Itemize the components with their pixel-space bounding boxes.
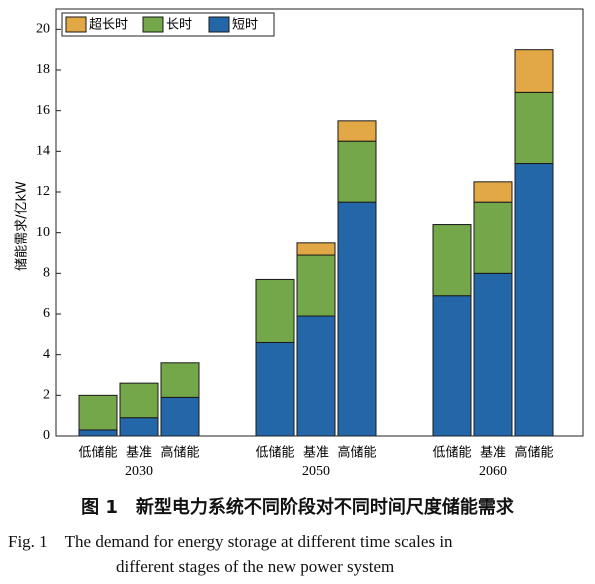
x-group-label: 2060 <box>479 464 507 479</box>
legend: 超长时 长时 短时 <box>61 12 275 37</box>
bar-segment <box>514 91 554 165</box>
x-group-label: 2050 <box>302 464 330 479</box>
y-tick-label: 20 <box>36 22 50 37</box>
bar-segment <box>119 382 159 419</box>
bar-segment <box>296 315 336 437</box>
legend-label: 短时 <box>232 18 258 33</box>
bar-segment <box>337 120 377 142</box>
y-axis: 0 2 4 6 8 10 12 14 16 18 20 <box>36 22 61 443</box>
bar-segment <box>514 163 554 437</box>
bars-layer <box>78 49 554 437</box>
bar-segment <box>160 362 200 398</box>
y-tick-label: 8 <box>43 266 50 281</box>
x-category-label: 基准 <box>480 446 506 461</box>
x-category-label: 低储能 <box>78 446 117 461</box>
bar-segment <box>255 341 295 437</box>
bar-segment <box>514 49 554 93</box>
bar-segment <box>473 272 513 437</box>
y-tick-label: 4 <box>43 347 50 362</box>
bar-segment <box>119 417 159 437</box>
bar-segment <box>296 254 336 317</box>
y-tick-label: 16 <box>36 103 50 118</box>
y-tick-label: 10 <box>36 225 50 240</box>
bar-segment <box>255 278 295 343</box>
legend-swatch <box>65 16 87 33</box>
x-category-label: 高储能 <box>337 445 376 461</box>
figure-caption-zh: 图 1 新型电力系统不同阶段对不同时间尺度储能需求 <box>81 497 514 518</box>
bar-segment <box>78 394 118 431</box>
x-group-label: 2030 <box>125 464 153 479</box>
figure-caption-en-line1: Fig. 1 The demand for energy storage at … <box>8 532 453 551</box>
y-tick-label: 18 <box>36 62 50 77</box>
legend-label: 超长时 <box>89 18 128 33</box>
x-category-label: 基准 <box>303 446 329 461</box>
bar-segment <box>78 429 118 437</box>
bar-segment <box>432 224 472 297</box>
y-tick-label: 6 <box>43 306 50 321</box>
legend-swatch <box>208 16 230 33</box>
figure-caption-en: Fig. 1 The demand for energy storage at … <box>8 529 588 579</box>
y-tick-label: 14 <box>36 144 50 159</box>
bar-segment <box>473 201 513 274</box>
x-category-label: 基准 <box>126 446 152 461</box>
y-tick-label: 0 <box>43 428 50 443</box>
bar-segment <box>337 140 377 203</box>
y-tick-label: 12 <box>36 184 50 199</box>
plot-frame <box>55 8 584 437</box>
bar-segment <box>296 242 336 256</box>
bar-segment <box>160 396 200 437</box>
bar-segment <box>432 295 472 437</box>
legend-label: 长时 <box>166 18 192 33</box>
legend-swatch <box>142 16 164 33</box>
x-category-label: 低储能 <box>432 446 471 461</box>
figure-caption-en-line2: different stages of the new power system <box>116 557 395 576</box>
x-category-label: 高储能 <box>514 445 553 461</box>
x-category-label: 高储能 <box>160 445 199 461</box>
y-axis-label: 储能需求/亿kW <box>15 181 30 271</box>
bar-segment <box>473 181 513 203</box>
y-tick-label: 2 <box>43 388 50 403</box>
x-category-label: 低储能 <box>255 446 294 461</box>
bar-segment <box>337 201 377 437</box>
